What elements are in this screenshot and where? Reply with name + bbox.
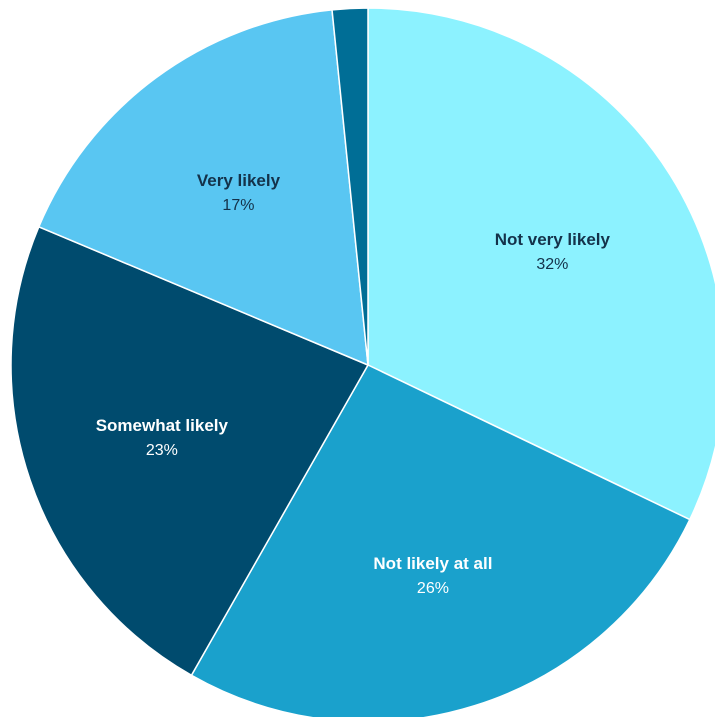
pie-slice-unlabeled xyxy=(331,7,369,366)
slice-label: Somewhat likely xyxy=(96,416,229,435)
slice-label: Not likely at all xyxy=(373,554,492,573)
pie-slice-somewhat-likely xyxy=(10,225,370,677)
slice-value-label: 17% xyxy=(222,197,254,214)
pie-slice-not-very-likely xyxy=(367,7,715,521)
pie-slice-not-likely-at-all xyxy=(190,364,691,717)
pie-slice-very-likely xyxy=(37,8,369,367)
slice-value-label: 26% xyxy=(417,580,449,597)
slice-value-label: 32% xyxy=(536,256,568,273)
pie-slices xyxy=(10,7,715,717)
slice-value-label: 23% xyxy=(146,442,178,459)
pie-labels: Not very likely 32% Not likely at all 26% So… xyxy=(96,171,611,597)
slice-label: Very likely xyxy=(197,171,281,190)
slice-label: Not very likely xyxy=(495,230,611,249)
